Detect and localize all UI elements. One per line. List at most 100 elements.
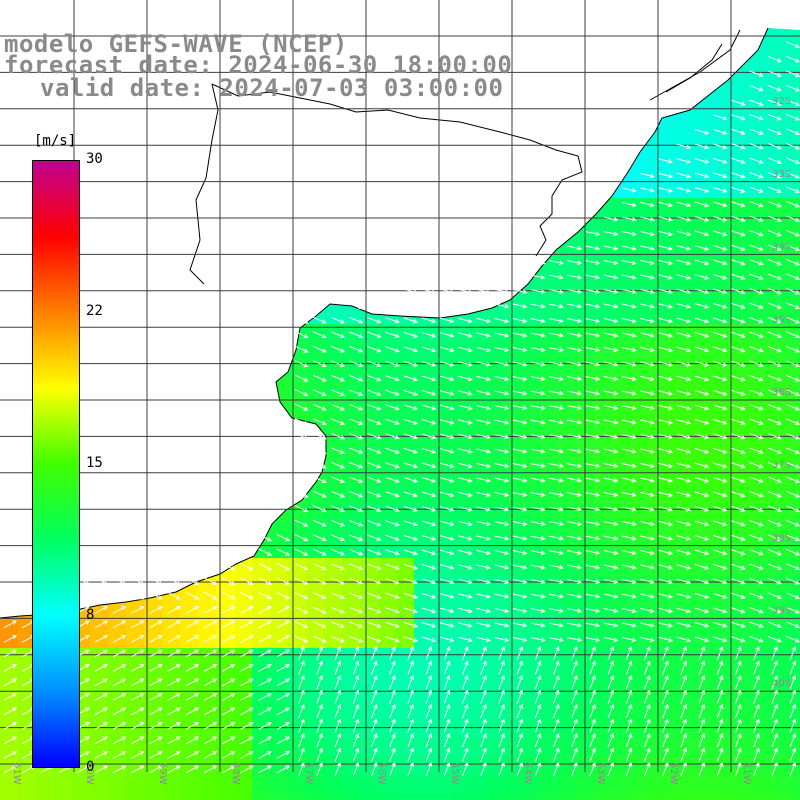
wind-arrow [621,404,637,411]
field-cell [90,612,109,631]
wind-arrow [549,564,564,570]
wind-arrow [494,593,510,599]
wind-arrow [167,722,181,730]
field-cell [612,648,631,667]
wind-arrow [603,419,619,425]
wind-arrow [476,535,492,541]
wind-arrow [476,332,492,338]
wind-arrow [421,404,437,411]
wind-arrow [330,490,346,498]
field-cell [270,594,289,613]
wind-arrow [767,142,782,150]
field-cell [342,666,361,685]
wind-arrow [240,678,254,687]
wind-arrow [589,689,596,704]
wind-arrow [458,390,473,396]
field-cell [144,666,163,685]
wind-arrow [112,635,127,643]
field-cell [594,216,613,235]
field-cell [702,342,721,361]
field-cell [432,450,451,469]
wind-arrow [530,608,546,614]
wind-arrow [258,533,272,542]
field-cell [360,522,379,541]
field-cell [450,756,469,775]
field-cell [162,774,181,793]
wind-arrow [367,578,382,585]
wind-arrow [785,592,800,600]
field-cell [720,684,739,703]
field-cell [684,468,703,487]
wind-arrow [330,592,346,600]
field-cell [558,342,577,361]
wind-arrow [589,718,596,733]
wind-arrow [731,476,746,483]
wind-arrow [222,707,236,716]
wind-arrow [370,704,378,719]
field-cell [378,486,397,505]
wind-arrow [643,646,651,661]
wind-arrow [294,360,309,368]
field-cell [630,270,649,289]
field-cell [342,378,361,397]
field-cell [612,756,631,775]
wind-arrow [403,491,419,498]
graticule [0,0,800,772]
wind-arrow [94,577,109,585]
field-cell [792,216,800,235]
field-cell [756,648,775,667]
field-cell [720,540,739,559]
field-cell [756,108,775,127]
wind-arrow [589,762,596,777]
field-cell [558,792,577,800]
wind-arrow [494,361,510,367]
wind-arrow [712,592,728,599]
wind-arrow [753,646,760,661]
wind-arrow [330,476,346,484]
wind-arrow [439,520,455,527]
wind-arrow [530,260,546,266]
wind-arrow [421,332,437,338]
field-cell [306,486,325,505]
wind-arrow [749,476,764,483]
field-cell [504,648,523,667]
wind-arrow [3,635,18,643]
longitude-label: 58W [230,762,241,785]
field-cell [720,378,739,397]
wind-arrow [425,747,433,762]
wind-arrow [131,606,145,614]
longitude-labels: 61W 60W 59W 58W 57W 56W 55W 54W 53W 52W 51W [11,762,752,785]
wind-arrow [694,448,710,454]
field-cell [594,468,613,487]
wind-arrow [512,492,528,498]
field-cell [666,792,685,800]
wind-arrow [640,622,655,628]
field-cell [486,648,505,667]
wind-arrow [712,418,728,425]
wind-arrow [621,462,637,469]
field-cell [162,666,181,685]
wind-arrow [367,433,382,440]
wind-arrow [512,390,528,396]
wind-arrow [312,534,327,542]
wind-arrow [298,660,305,675]
field-cell [648,306,667,325]
wind-arrow [367,302,382,310]
wind-arrow [694,593,710,599]
colorbar-tick-15: 15 [86,455,103,471]
field-cell [648,180,667,199]
wind-arrow [349,360,364,368]
wind-arrow [712,534,728,541]
wind-arrow [585,448,601,454]
wind-arrow [498,689,505,704]
wind-arrow [694,230,710,237]
wind-arrow [567,448,583,454]
field-cell [198,756,217,775]
wind-arrow [716,747,724,762]
wind-arrow [530,463,546,469]
field-cell [306,360,325,379]
wind-arrow [131,707,145,716]
wind-arrow [480,646,487,661]
field-cell [306,612,325,631]
wind-arrow [603,550,619,556]
